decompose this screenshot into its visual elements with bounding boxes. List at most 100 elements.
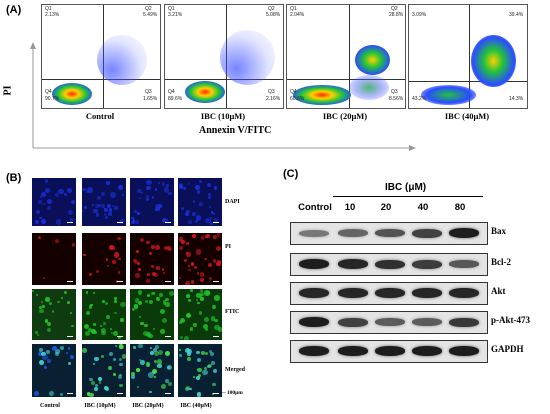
quadrant-v3-label: 2.16%: [266, 96, 281, 102]
blot-band: [449, 260, 479, 268]
blot-strip-akt: [290, 282, 488, 305]
quadrant-q2-label: Q2: [268, 6, 275, 12]
panel-a-label: (A): [6, 4, 22, 16]
fluorescence-image-ftic-1: [82, 289, 126, 340]
fluorescence-image-pi-2: [130, 233, 174, 285]
fluorescence-image-merged-3: [178, 344, 222, 397]
quadrant-v1-label: 3.21%: [168, 12, 183, 18]
blot-strip-bcl-2: [290, 253, 488, 276]
fluorescence-image-ftic-2: [130, 289, 174, 340]
fluorescence-image-pi-3: [178, 233, 222, 285]
col-label-ibc40: IBC (40μM): [180, 403, 212, 409]
blot-strip-gapdh: [290, 340, 488, 363]
blot-band: [375, 346, 405, 356]
blot-strip-bax: [290, 222, 488, 245]
fluorescence-image-dapi-3: [178, 178, 222, 226]
wb-col-10: 10: [344, 202, 356, 213]
col-label-ibc10: IBC (10μM): [84, 403, 116, 409]
blot-band: [412, 228, 442, 238]
fluorescence-image-pi-0: [32, 233, 76, 285]
protein-label-akt: Akt: [491, 286, 506, 296]
quadrant-v2-label: 5.49%: [143, 12, 158, 18]
flow-plot-ibc40: 3.09% 39.4% 43.2% 14.3%: [408, 4, 528, 109]
treatment-header: IBC (μM): [385, 182, 427, 193]
quadrant-v4-label: 60.6%: [290, 96, 305, 102]
fluorescence-image-ftic-0: [32, 289, 76, 340]
blot-band: [412, 288, 442, 298]
fluorescence-image-merged-1: [82, 344, 126, 397]
y-axis-label: PI: [2, 85, 14, 96]
blot-band: [449, 317, 479, 327]
blot-band: [375, 229, 405, 237]
blot-band: [449, 288, 479, 298]
blot-band: [449, 346, 479, 356]
col-label-control: Control: [40, 403, 60, 409]
quadrant-q3-label: Q3: [268, 89, 275, 95]
quadrant-q3-label: Q3: [391, 89, 398, 95]
quadrant-v1-label: 2.13%: [45, 12, 60, 18]
blot-band: [299, 229, 329, 237]
quadrant-v4-label: 89.6%: [168, 96, 183, 102]
row-label-merged: Merged: [225, 367, 245, 373]
col-label-ibc20: IBC (20μM): [132, 403, 164, 409]
quadrant-v3-label: 14.3%: [509, 96, 524, 102]
flow-plot-ibc10: Q1 3.21% Q2 5.08% Q4 89.6% Q3 2.16%: [164, 4, 284, 109]
flow-plot-caption: Control: [85, 111, 115, 121]
flow-plot-caption: IBC (40μM): [444, 111, 490, 121]
quadrant-v1-label: 3.09%: [412, 12, 427, 18]
row-label-dapi: DAPI: [225, 199, 240, 205]
quadrant-q1-label: Q1: [45, 6, 52, 12]
protein-label-gapdh: GAPDH: [491, 344, 524, 354]
flow-plot-caption: IBC (20μM): [322, 111, 368, 121]
quadrant-q2-label: Q2: [391, 6, 398, 12]
quadrant-q4-label: Q4: [45, 89, 52, 95]
quadrant-v4-label: 43.2%: [412, 96, 427, 102]
blot-strip-p-akt-473: [290, 311, 488, 334]
fluorescence-image-ftic-3: [178, 289, 222, 340]
quadrant-q4-label: Q4: [290, 89, 297, 95]
blot-band: [375, 288, 405, 298]
fluorescence-image-dapi-2: [130, 178, 174, 226]
quadrant-q4-label: Q4: [168, 89, 175, 95]
row-label-ftic: FTIC: [225, 309, 240, 315]
fluorescence-image-pi-1: [82, 233, 126, 285]
quadrant-v3-label: 8.56%: [389, 96, 404, 102]
quadrant-v3-label: 1.65%: [143, 96, 158, 102]
flow-plot-control: Q1 2.13% Q2 5.49% Q4 90.7% Q3 1.65%: [41, 4, 161, 109]
quadrant-q1-label: Q1: [290, 6, 297, 12]
blot-band: [299, 259, 329, 269]
wb-col-40: 40: [417, 202, 429, 213]
fluorescence-image-merged-0: [32, 344, 76, 397]
blot-band: [338, 317, 368, 327]
quadrant-v2-label: 39.4%: [509, 12, 524, 18]
wb-col-20: 20: [380, 202, 392, 213]
protein-label-bcl-2: Bcl-2: [491, 257, 511, 267]
protein-label-p-akt-473: p-Akt-473: [491, 315, 531, 325]
fluorescence-image-merged-2: [130, 344, 174, 397]
quadrant-v2-label: 5.08%: [266, 12, 281, 18]
quadrant-q2-label: Q2: [145, 6, 152, 12]
panel-c-label: (C): [283, 168, 299, 180]
blot-band: [338, 288, 368, 298]
quadrant-v2-label: 28.8%: [389, 12, 404, 18]
blot-band: [375, 259, 405, 269]
treatment-bracket: [333, 196, 483, 197]
blot-band: [299, 317, 329, 327]
blot-band: [299, 346, 329, 356]
row-label-pi: PI: [225, 244, 231, 250]
protein-label-bax: Bax: [491, 226, 507, 236]
wb-col-control: Control: [298, 202, 332, 213]
quadrant-v4-label: 90.7%: [45, 96, 60, 102]
blot-band: [299, 288, 329, 298]
blot-band: [412, 318, 442, 326]
fluorescence-image-dapi-0: [32, 178, 76, 226]
blot-band: [412, 346, 442, 356]
quadrant-q1-label: Q1: [168, 6, 175, 12]
blot-band: [449, 228, 479, 238]
blot-band: [338, 229, 368, 237]
blot-band: [412, 259, 442, 269]
flow-plot-caption: IBC (10μM): [200, 111, 246, 121]
blot-band: [375, 318, 405, 326]
blot-band: [338, 346, 368, 356]
